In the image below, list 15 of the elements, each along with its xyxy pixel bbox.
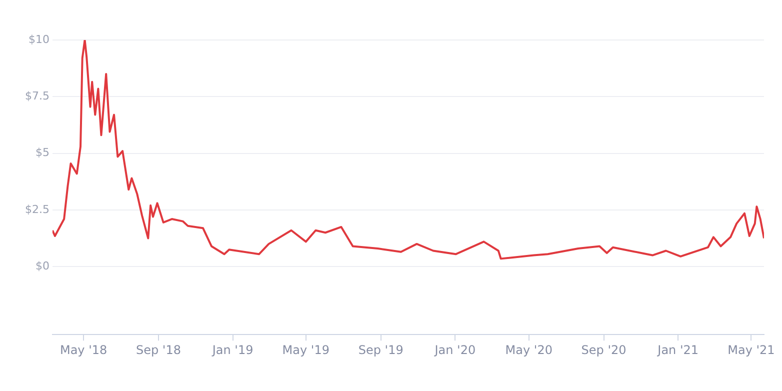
- x-tick-label: Jan '21: [656, 342, 699, 357]
- y-tick-label: $0: [35, 259, 50, 272]
- x-tick-label: May '18: [60, 342, 108, 357]
- x-tick-label: May '20: [505, 342, 552, 357]
- y-tick-label: $7.5: [24, 90, 50, 103]
- x-tick-label: May '21: [728, 342, 775, 357]
- y-tick-label: $10: [28, 32, 50, 46]
- y-tick-label: $2.5: [24, 202, 50, 216]
- y-tick-label: $5: [35, 146, 50, 160]
- x-tick-label: Sep '18: [136, 342, 181, 357]
- x-tick-label: Sep '19: [358, 342, 404, 357]
- x-tick-label: May '19: [282, 342, 330, 357]
- x-tick-label: Sep '20: [581, 342, 626, 357]
- x-tick-label: Jan '20: [434, 342, 476, 357]
- x-tick-label: Jan '19: [211, 342, 254, 357]
